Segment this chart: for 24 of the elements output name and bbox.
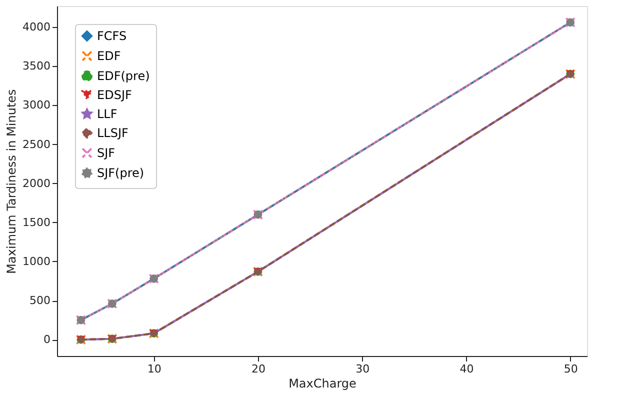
y-tick-label: 1000 [22,254,50,268]
legend-label: EDSJF [97,88,132,102]
legend-label: EDF [97,49,121,63]
y-tick-label: 4000 [22,20,50,34]
legend-label: SJF(pre) [97,166,144,180]
x-tick-label: 50 [564,362,578,376]
legend-label: SJF [97,146,116,160]
y-tick-label: 3000 [22,98,50,112]
x-tick-label: 30 [356,362,370,376]
x-tick-label: 20 [251,362,266,376]
y-tick-label: 2500 [22,138,50,151]
x-tick-label: 40 [460,362,474,376]
y-tick-label: 1500 [22,216,50,229]
legend-label: FCFS [97,29,127,43]
legend-label: LLF [97,107,118,121]
y-tick-label: 0 [44,333,50,346]
legend-label: EDF(pre) [97,69,150,83]
y-axis-title: Maximum Tardiness in Minutes [4,89,19,274]
legend-label: LLSJF [97,126,129,140]
y-tick-label: 2000 [22,176,50,190]
x-tick-label: 10 [147,362,162,376]
x-axis-title: MaxCharge [288,376,356,390]
y-tick-label: 500 [30,294,50,308]
y-tick-label: 3500 [22,60,50,73]
